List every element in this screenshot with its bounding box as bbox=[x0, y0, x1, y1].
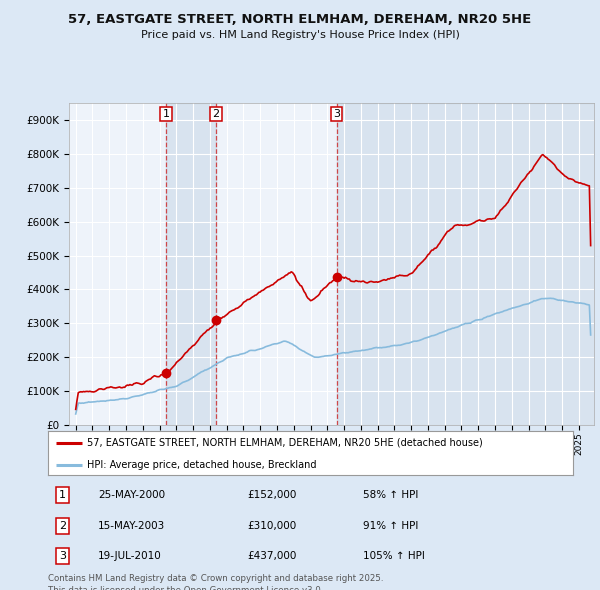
Text: 58% ↑ HPI: 58% ↑ HPI bbox=[363, 490, 418, 500]
Text: 105% ↑ HPI: 105% ↑ HPI bbox=[363, 552, 425, 561]
Text: 2: 2 bbox=[212, 109, 220, 119]
Text: Price paid vs. HM Land Registry's House Price Index (HPI): Price paid vs. HM Land Registry's House … bbox=[140, 30, 460, 40]
Text: 1: 1 bbox=[163, 109, 170, 119]
Text: 25-MAY-2000: 25-MAY-2000 bbox=[98, 490, 165, 500]
Text: 3: 3 bbox=[333, 109, 340, 119]
Bar bbox=[166, 103, 216, 425]
Text: £437,000: £437,000 bbox=[248, 552, 297, 561]
Text: £310,000: £310,000 bbox=[248, 521, 297, 530]
Bar bbox=[337, 103, 600, 425]
Text: 91% ↑ HPI: 91% ↑ HPI bbox=[363, 521, 418, 530]
Text: £152,000: £152,000 bbox=[248, 490, 297, 500]
Text: Contains HM Land Registry data © Crown copyright and database right 2025.
This d: Contains HM Land Registry data © Crown c… bbox=[48, 574, 383, 590]
Text: 19-JUL-2010: 19-JUL-2010 bbox=[98, 552, 161, 561]
Text: 15-MAY-2003: 15-MAY-2003 bbox=[98, 521, 165, 530]
Text: 57, EASTGATE STREET, NORTH ELMHAM, DEREHAM, NR20 5HE (detached house): 57, EASTGATE STREET, NORTH ELMHAM, DEREH… bbox=[88, 438, 483, 448]
Text: 2: 2 bbox=[59, 521, 66, 530]
Text: 3: 3 bbox=[59, 552, 66, 561]
Text: 57, EASTGATE STREET, NORTH ELMHAM, DEREHAM, NR20 5HE: 57, EASTGATE STREET, NORTH ELMHAM, DEREH… bbox=[68, 13, 532, 26]
Text: HPI: Average price, detached house, Breckland: HPI: Average price, detached house, Brec… bbox=[88, 460, 317, 470]
Text: 1: 1 bbox=[59, 490, 66, 500]
